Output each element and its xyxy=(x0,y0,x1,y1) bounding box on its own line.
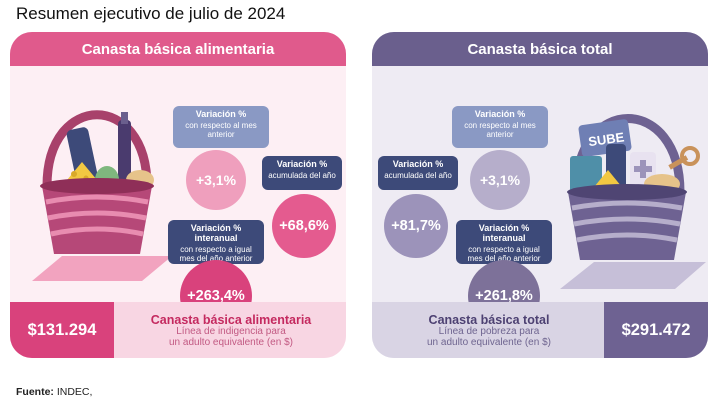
tag-variacion-mensual: Variación % con respecto al mes anterior xyxy=(173,106,269,148)
tag-variacion-acumulada: Variación % acumulada del año xyxy=(262,156,342,190)
tag-sub: acumulada del año xyxy=(384,171,452,180)
summary-strip: Canasta básica total Línea de pobreza pa… xyxy=(372,302,708,358)
tag-variacion-interanual: Variación % interanual con respecto a ig… xyxy=(168,220,264,264)
panel-heading: Canasta básica total xyxy=(372,32,708,66)
line-label: Línea de indigencia para xyxy=(176,326,286,338)
tag-label: Variación % xyxy=(474,109,526,119)
basket-name: Canasta básica alimentaria xyxy=(150,313,312,327)
tag-sub: con respecto a igual mes del año anterio… xyxy=(179,245,253,264)
panel-stage: Variación % con respecto al mes anterior… xyxy=(10,66,346,332)
circle-variacion-acumulada: +81,7% xyxy=(384,194,448,258)
summary-strip: $131.294 Canasta básica alimentaria Líne… xyxy=(10,302,346,358)
panel-canasta-alimentaria: Canasta básica alimentaria Variación % c… xyxy=(10,32,346,358)
panel-stage: SUBE Variación % con respecto al mes ant… xyxy=(372,66,708,332)
total-basket-illustration: SUBE xyxy=(560,114,706,289)
unit-label: un adulto equivalente (en $) xyxy=(427,336,551,348)
tag-label: Variación % xyxy=(276,159,328,169)
tag-variacion-interanual: Variación % interanual con respecto a ig… xyxy=(456,220,552,264)
tag-label: Variación % xyxy=(392,159,444,169)
tag-sub: con respecto a igual mes del año anterio… xyxy=(467,245,541,264)
source-note: Fuente: INDEC, xyxy=(16,386,92,398)
tag-label: Variación % xyxy=(195,109,247,119)
unit-label: un adulto equivalente (en $) xyxy=(169,336,293,348)
tag-variacion-mensual: Variación % con respecto al mes anterior xyxy=(452,106,548,148)
basket-name: Canasta básica total xyxy=(428,313,550,327)
page-title: Resumen ejecutivo de julio de 2024 xyxy=(16,4,286,23)
tag-label: Variación % interanual xyxy=(190,223,242,243)
source-label: Fuente: xyxy=(16,386,54,398)
tag-sub: acumulada del año xyxy=(268,171,336,180)
tag-sub: con respecto al mes anterior xyxy=(464,121,536,140)
panel-heading: Canasta básica alimentaria xyxy=(10,32,346,66)
source-value: INDEC, xyxy=(56,386,93,398)
circle-variacion-mensual: +3,1% xyxy=(470,150,530,210)
tag-variacion-acumulada: Variación % acumulada del año xyxy=(378,156,458,190)
tag-label: Variación % interanual xyxy=(478,223,530,243)
price-value: $131.294 xyxy=(10,302,114,358)
food-basket-illustration xyxy=(32,110,172,281)
circle-variacion-acumulada: +68,6% xyxy=(272,194,336,258)
tag-sub: con respecto al mes anterior xyxy=(185,121,257,140)
summary-text: Canasta básica total Línea de pobreza pa… xyxy=(376,313,602,348)
circle-variacion-mensual: +3,1% xyxy=(186,150,246,210)
panel-canasta-total: Canasta básica total SUBE Variación % co… xyxy=(372,32,708,358)
price-value: $291.472 xyxy=(604,302,708,358)
line-label: Línea de pobreza para xyxy=(438,326,540,338)
summary-text: Canasta básica alimentaria Línea de indi… xyxy=(118,313,344,348)
